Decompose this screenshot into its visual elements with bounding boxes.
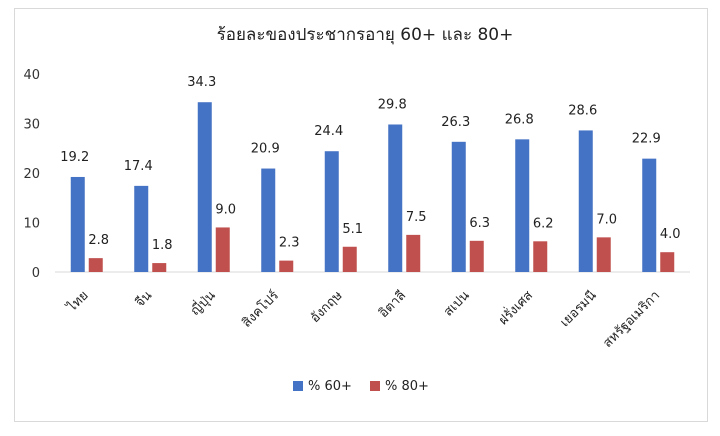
bar-80-plus	[469, 240, 484, 272]
bar-60-plus	[578, 130, 593, 272]
x-tick-label: สิงคโปร์	[239, 288, 282, 331]
bar-80-plus	[406, 234, 421, 272]
data-label: 7.5	[406, 210, 427, 225]
x-tick-label: ฝรั่งเศส	[495, 287, 536, 328]
x-tick-label: สเปน	[441, 288, 473, 320]
y-tick-label: 30	[23, 118, 40, 133]
bar-60-plus	[388, 124, 403, 273]
bar-80-plus	[152, 263, 167, 272]
x-tick-label: จีน	[132, 287, 155, 310]
bar-60-plus	[324, 151, 339, 272]
data-label: 20.9	[251, 142, 280, 157]
data-label: 24.4	[314, 124, 343, 139]
x-tick-label: เยอรมนี	[557, 287, 600, 330]
data-label: 28.6	[568, 103, 597, 118]
data-label: 29.8	[378, 97, 407, 112]
legend: % 60+ % 80+	[293, 379, 429, 394]
bar-80-plus	[279, 260, 294, 272]
bar-60-plus	[261, 168, 276, 272]
x-tick-label: สหรัฐอเมริกา	[600, 288, 663, 351]
x-tick-label: ญี่ปุ่น	[187, 287, 219, 319]
data-label: 5.1	[342, 222, 363, 237]
x-tick-label: อิตาลี	[375, 288, 409, 322]
bar-60-plus	[134, 185, 149, 272]
y-tick-label: 40	[23, 68, 40, 83]
chart-title: ร้อยละของประชากรอายุ 60+ และ 80+	[217, 25, 514, 45]
bar-80-plus	[533, 241, 548, 272]
bar-80-plus	[596, 237, 611, 272]
legend-label-80-plus: % 80+	[385, 379, 429, 394]
x-axis: ไทย จีน ญี่ปุ่น สิงคโปร์ อังกฤษ อิตาลี สเปน ฝรั…	[63, 287, 663, 351]
legend-swatch-80-plus	[370, 381, 380, 391]
data-label: 22.9	[632, 132, 661, 147]
y-tick-label: 10	[23, 217, 40, 232]
x-tick-label: อังกฤษ	[308, 288, 346, 326]
data-label: 2.8	[88, 233, 109, 248]
data-label: 6.3	[469, 216, 490, 231]
bar-80-plus	[342, 246, 357, 272]
data-label: 26.3	[441, 115, 470, 130]
data-label: 2.3	[279, 236, 300, 251]
data-label: 6.2	[533, 216, 554, 231]
data-label: 4.0	[660, 227, 681, 242]
bar-80-plus	[88, 258, 103, 272]
bar-80-plus	[660, 252, 675, 272]
data-label: 1.8	[152, 238, 173, 253]
data-label: 19.2	[60, 150, 89, 165]
bar-80-plus	[215, 227, 230, 272]
bar-60-plus	[70, 176, 85, 272]
bars: 19.2 2.8 17.4 1.8 34.3 9.0 20.9 2.3 24.4 5.1 29.8 7…	[60, 75, 681, 273]
legend-swatch-60-plus	[293, 381, 303, 391]
y-tick-label: 0	[32, 266, 40, 281]
data-label: 17.4	[124, 159, 153, 174]
bar-60-plus	[642, 158, 657, 272]
data-label: 34.3	[187, 75, 216, 90]
bar-60-plus	[451, 141, 466, 272]
data-label: 7.0	[596, 212, 617, 227]
legend-label-60-plus: % 60+	[308, 379, 352, 394]
data-label: 9.0	[215, 202, 236, 217]
bar-60-plus	[197, 102, 212, 272]
bar-60-plus	[515, 139, 530, 272]
x-tick-label: ไทย	[63, 288, 91, 316]
data-label: 26.8	[505, 112, 534, 127]
y-tick-label: 20	[23, 167, 40, 182]
